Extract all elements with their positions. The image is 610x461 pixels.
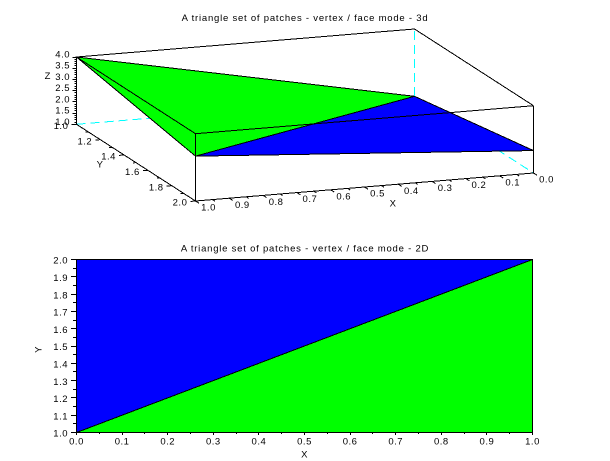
svg-text:1.0: 1.0: [54, 121, 69, 132]
svg-text:1.5: 1.5: [53, 342, 68, 353]
svg-text:1.5: 1.5: [55, 106, 70, 117]
svg-text:0.7: 0.7: [303, 194, 318, 205]
svg-text:Z: Z: [45, 71, 51, 82]
svg-text:0.4: 0.4: [252, 437, 267, 448]
svg-text:1.0: 1.0: [201, 203, 216, 214]
svg-text:0.4: 0.4: [404, 186, 419, 197]
svg-text:1.7: 1.7: [53, 308, 68, 319]
svg-text:2.0: 2.0: [55, 94, 70, 105]
svg-text:0.3: 0.3: [206, 437, 221, 448]
svg-text:1.8: 1.8: [53, 290, 68, 301]
svg-text:2.0: 2.0: [173, 198, 188, 209]
svg-text:2.0: 2.0: [53, 256, 68, 267]
svg-text:1.2: 1.2: [77, 136, 92, 147]
svg-text:X: X: [301, 450, 308, 461]
svg-text:1.2: 1.2: [53, 394, 68, 405]
svg-text:1.4: 1.4: [101, 152, 116, 163]
svg-text:1.0: 1.0: [525, 437, 540, 448]
svg-text:1.3: 1.3: [53, 377, 68, 388]
svg-text:1.4: 1.4: [53, 360, 68, 371]
svg-text:1.0: 1.0: [55, 117, 70, 128]
svg-text:1.8: 1.8: [149, 182, 164, 193]
svg-text:A triangle set of patches - ve: A triangle set of patches - vertex / fac…: [182, 13, 429, 24]
svg-text:X: X: [390, 199, 397, 210]
svg-text:Y: Y: [97, 160, 104, 171]
svg-text:0.1: 0.1: [505, 177, 520, 188]
svg-text:0.0: 0.0: [69, 437, 84, 448]
svg-text:1.6: 1.6: [53, 325, 68, 336]
svg-text:0.3: 0.3: [438, 183, 453, 194]
svg-text:1.1: 1.1: [53, 411, 68, 422]
svg-text:0.6: 0.6: [343, 437, 358, 448]
svg-text:1.6: 1.6: [125, 167, 140, 178]
svg-text:1.9: 1.9: [53, 273, 68, 284]
svg-text:0.0: 0.0: [539, 175, 554, 186]
svg-text:0.5: 0.5: [370, 189, 385, 200]
svg-text:0.5: 0.5: [297, 437, 312, 448]
svg-text:4.0: 4.0: [55, 50, 70, 61]
svg-text:0.2: 0.2: [160, 437, 175, 448]
svg-text:0.7: 0.7: [388, 437, 403, 448]
svg-text:Y: Y: [34, 346, 45, 353]
svg-text:A triangle set of patches - ve: A triangle set of patches - vertex / fac…: [181, 243, 429, 254]
svg-text:1.0: 1.0: [53, 429, 68, 440]
svg-text:2.5: 2.5: [55, 83, 70, 94]
svg-text:0.9: 0.9: [480, 437, 495, 448]
svg-text:0.2: 0.2: [472, 180, 487, 191]
svg-text:0.8: 0.8: [434, 437, 449, 448]
svg-text:0.1: 0.1: [115, 437, 130, 448]
svg-text:0.8: 0.8: [269, 197, 284, 208]
svg-text:0.6: 0.6: [336, 191, 351, 202]
svg-text:3.0: 3.0: [55, 72, 70, 83]
svg-text:3.5: 3.5: [55, 61, 70, 72]
svg-text:0.9: 0.9: [235, 200, 250, 211]
